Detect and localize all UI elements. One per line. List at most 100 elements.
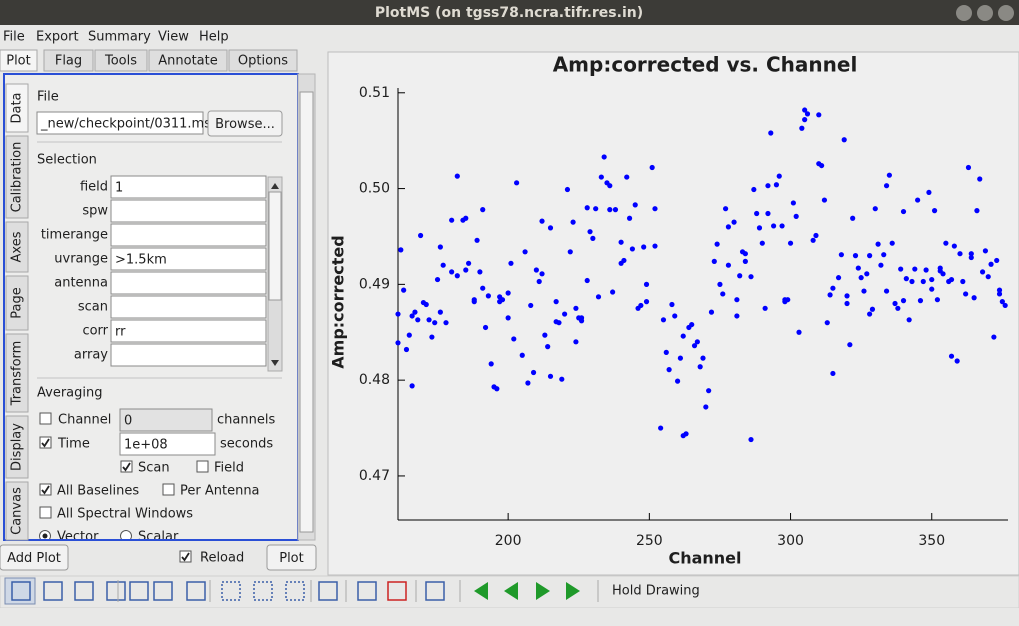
side-tab-label[interactable]: Display: [10, 423, 25, 471]
side-tab[interactable]: [5, 135, 29, 219]
tab[interactable]: [228, 49, 298, 72]
toolbar-icon[interactable]: [74, 581, 94, 601]
side-tab-label[interactable]: Transform: [10, 341, 25, 407]
side-tab[interactable]: [5, 481, 29, 541]
selection-input[interactable]: [110, 175, 267, 199]
toolbar-icon[interactable]: [11, 581, 31, 601]
averaging-checkbox[interactable]: [39, 506, 52, 519]
averaging-checkbox[interactable]: [162, 483, 175, 496]
menu-item[interactable]: View: [158, 30, 189, 45]
side-tab-label[interactable]: Page: [10, 287, 25, 318]
selection-input[interactable]: [110, 199, 267, 223]
toolbar-icon[interactable]: [129, 581, 149, 601]
data-point: [547, 373, 554, 379]
side-tab[interactable]: [5, 275, 29, 331]
side-tab[interactable]: [5, 221, 29, 273]
plot-button-label[interactable]: Plot: [279, 551, 304, 566]
averaging-checkbox[interactable]: [120, 460, 133, 473]
side-tab-label[interactable]: Canvas: [10, 487, 25, 535]
file-input[interactable]: [36, 111, 204, 135]
toolbar-icon[interactable]: [536, 582, 550, 600]
tab-label[interactable]: Annotate: [158, 54, 217, 69]
menu-item[interactable]: File: [3, 30, 25, 45]
channel-input[interactable]: [119, 408, 213, 432]
tab[interactable]: [94, 49, 148, 72]
tab[interactable]: [43, 49, 94, 72]
toolbar-icon[interactable]: [153, 581, 173, 601]
data-point: [909, 278, 915, 285]
data-point: [968, 254, 974, 261]
unit-label: channels: [217, 413, 275, 428]
menu-item[interactable]: Help: [199, 30, 229, 45]
selection-input[interactable]: [110, 295, 267, 319]
toolbar-icon[interactable]: [474, 582, 488, 600]
plot-button[interactable]: [266, 544, 317, 571]
data-point: [835, 275, 842, 281]
toolbar-icon[interactable]: [504, 582, 518, 600]
selection-input[interactable]: [110, 343, 267, 367]
checkbox-label[interactable]: All Baselines: [57, 484, 139, 499]
time-input[interactable]: [119, 432, 216, 456]
channel-checkbox[interactable]: [39, 412, 52, 425]
data-point: [570, 219, 576, 225]
toolbar-label[interactable]: Hold Drawing: [612, 584, 700, 599]
browse-button-label[interactable]: Browse...: [215, 117, 275, 132]
toolbar-icon[interactable]: [387, 581, 407, 601]
side-tab-label[interactable]: Axes: [10, 231, 25, 262]
checkbox-label[interactable]: Reload: [200, 551, 244, 566]
side-tab-label[interactable]: Calibration: [10, 142, 25, 213]
maximize-button[interactable]: [977, 5, 993, 21]
close-button[interactable]: [998, 5, 1014, 21]
add-plot-button-label[interactable]: Add Plot: [7, 551, 61, 566]
checkbox-label[interactable]: Per Antenna: [180, 484, 260, 499]
tab-label[interactable]: Flag: [55, 54, 82, 69]
panel-scroll-handle[interactable]: [299, 91, 314, 533]
minimize-button[interactable]: [956, 5, 972, 21]
data-point: [691, 343, 698, 349]
selection-input[interactable]: [110, 319, 267, 343]
checkbox-label[interactable]: Field: [214, 461, 244, 476]
averaging-checkbox[interactable]: [39, 483, 52, 496]
data-point: [900, 208, 907, 215]
tab[interactable]: [148, 49, 228, 72]
selection-scroll-handle[interactable]: [268, 191, 282, 301]
add-plot-button[interactable]: [0, 544, 69, 571]
toolbar-icon[interactable]: [106, 581, 126, 601]
toolbar-icon[interactable]: [186, 581, 206, 601]
side-tab[interactable]: [5, 333, 29, 413]
reload-checkbox[interactable]: [179, 550, 192, 563]
browse-button[interactable]: [207, 110, 283, 137]
radio-button[interactable]: [120, 530, 132, 542]
toolbar-icon[interactable]: [425, 581, 445, 601]
menu-item[interactable]: Export: [36, 30, 79, 45]
checkbox-label[interactable]: Time: [57, 437, 90, 452]
side-tab-label[interactable]: Data: [10, 92, 25, 123]
side-tab[interactable]: [5, 415, 29, 479]
toolbar-icon[interactable]: [221, 581, 241, 601]
radio-label[interactable]: Vector: [57, 530, 99, 545]
checkbox-label[interactable]: Channel: [58, 413, 111, 428]
tab-label[interactable]: Plot: [6, 54, 31, 69]
toolbar-icon[interactable]: [318, 581, 338, 601]
toolbar-icon[interactable]: [43, 581, 63, 601]
data-point: [403, 346, 410, 353]
tab[interactable]: [0, 49, 38, 72]
selection-input[interactable]: [110, 223, 267, 247]
averaging-checkbox-mark: [122, 462, 131, 472]
toolbar-icon[interactable]: [285, 581, 305, 601]
checkbox-label[interactable]: All Spectral Windows: [57, 507, 193, 522]
side-tab[interactable]: [5, 83, 29, 133]
selection-input[interactable]: [110, 247, 267, 271]
tab-label[interactable]: Options: [238, 54, 288, 69]
selection-input[interactable]: [110, 271, 267, 295]
checkbox-label[interactable]: Scan: [138, 461, 170, 476]
toolbar-icon[interactable]: [357, 581, 377, 601]
radio-label[interactable]: Scalar: [138, 530, 179, 545]
time-checkbox[interactable]: [39, 436, 52, 449]
toolbar-icon[interactable]: [566, 582, 580, 600]
menu-item[interactable]: Summary: [88, 30, 151, 45]
toolbar-icon[interactable]: [253, 581, 273, 601]
averaging-checkbox[interactable]: [196, 460, 209, 473]
tab-label[interactable]: Tools: [104, 54, 137, 69]
